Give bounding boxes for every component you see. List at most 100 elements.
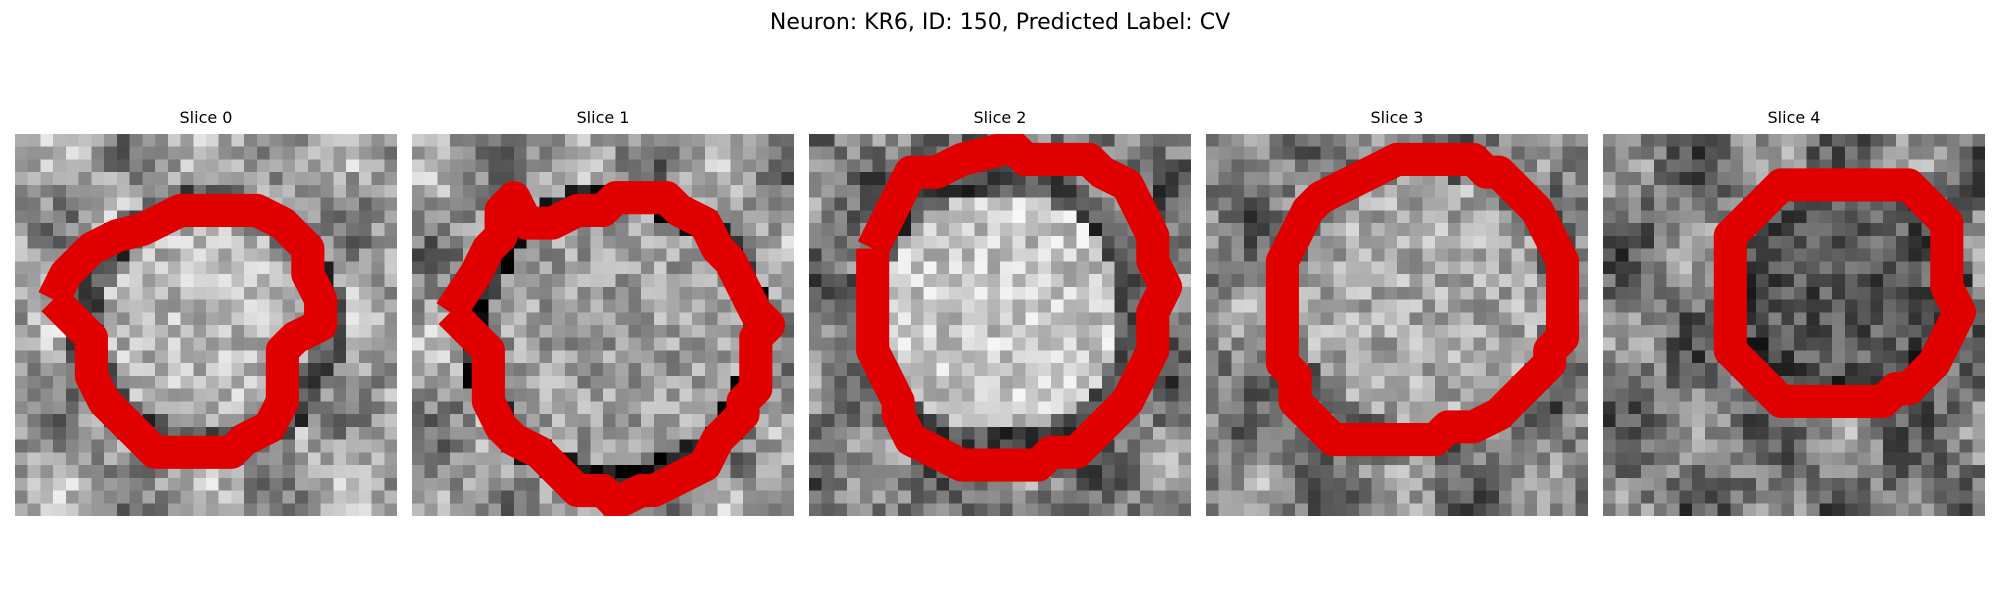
image-pixel	[1794, 337, 1807, 351]
image-pixel	[1307, 452, 1321, 466]
image-pixel	[15, 197, 28, 211]
image-pixel	[1883, 337, 1897, 351]
image-pixel	[1717, 197, 1731, 211]
image-pixel	[501, 274, 515, 288]
image-pixel	[167, 363, 181, 377]
image-pixel	[539, 414, 553, 428]
image-pixel	[859, 426, 873, 440]
image-pixel	[1743, 439, 1757, 453]
image-pixel	[1844, 248, 1858, 262]
image-pixel	[488, 159, 502, 173]
image-pixel	[974, 350, 988, 364]
image-pixel	[1679, 134, 1693, 147]
image-pixel	[987, 325, 1001, 338]
image-pixel	[424, 286, 438, 300]
image-pixel	[91, 184, 105, 198]
image-pixel	[1101, 261, 1115, 275]
image-pixel	[847, 363, 861, 377]
image-pixel	[116, 184, 130, 198]
image-pixel	[1371, 503, 1385, 516]
image-pixel	[1794, 465, 1807, 479]
image-pixel	[488, 172, 502, 186]
image-pixel	[552, 414, 566, 428]
image-pixel	[768, 503, 782, 516]
image-pixel	[666, 363, 680, 377]
image-pixel	[104, 197, 118, 211]
image-pixel	[27, 465, 41, 479]
image-pixel	[1794, 325, 1807, 338]
image-pixel	[1511, 503, 1525, 516]
image-pixel	[155, 325, 169, 338]
image-pixel	[450, 490, 464, 504]
image-pixel	[821, 477, 835, 491]
image-pixel	[78, 439, 92, 453]
image-pixel	[1972, 248, 1985, 262]
image-pixel	[1371, 465, 1385, 479]
image-pixel	[1819, 210, 1833, 224]
image-pixel	[1178, 261, 1191, 275]
image-pixel	[577, 134, 591, 147]
image-pixel	[1244, 159, 1258, 173]
image-pixel	[1895, 426, 1909, 440]
image-pixel	[180, 235, 194, 249]
image-pixel	[1692, 299, 1706, 313]
image-pixel	[244, 350, 258, 364]
image-pixel	[1114, 299, 1128, 313]
image-pixel	[1692, 248, 1706, 262]
image-pixel	[501, 477, 515, 491]
image-pixel	[1346, 337, 1360, 351]
image-pixel	[1218, 388, 1232, 402]
image-pixel	[1959, 503, 1973, 516]
image-pixel	[450, 350, 464, 364]
image-pixel	[475, 159, 489, 173]
image-pixel	[412, 426, 425, 440]
image-pixel	[577, 312, 591, 326]
image-pixel	[974, 197, 988, 211]
image-pixel	[346, 184, 360, 198]
image-pixel	[1781, 146, 1795, 160]
image-pixel	[269, 146, 283, 160]
image-pixel	[743, 197, 757, 211]
image-pixel	[1076, 363, 1090, 377]
image-pixel	[1231, 503, 1245, 516]
image-pixel	[1641, 465, 1655, 479]
image-pixel	[679, 388, 693, 402]
image-pixel	[1460, 299, 1474, 313]
image-pixel	[1653, 465, 1667, 479]
image-pixel	[437, 414, 451, 428]
image-pixel	[781, 465, 794, 479]
image-pixel	[424, 299, 438, 313]
image-pixel	[78, 426, 92, 440]
image-pixel	[809, 426, 822, 440]
image-pixel	[1486, 350, 1500, 364]
image-pixel	[987, 401, 1001, 415]
image-pixel	[1615, 388, 1629, 402]
image-pixel	[809, 261, 822, 275]
image-pixel	[155, 350, 169, 364]
image-pixel	[641, 312, 655, 326]
image-pixel	[1511, 223, 1525, 237]
image-pixel	[666, 375, 680, 389]
image-pixel	[1743, 490, 1757, 504]
image-pixel	[1603, 465, 1616, 479]
image-pixel	[167, 172, 181, 186]
image-pixel	[412, 159, 425, 173]
image-pixel	[333, 210, 347, 224]
image-pixel	[475, 452, 489, 466]
image-pixel	[704, 274, 718, 288]
image-pixel	[1549, 146, 1563, 160]
image-pixel	[129, 172, 143, 186]
image-pixel	[91, 477, 105, 491]
image-pixel	[1832, 465, 1846, 479]
image-pixel	[1641, 134, 1655, 147]
image-pixel	[1486, 363, 1500, 377]
image-pixel	[371, 286, 385, 300]
image-pixel	[1282, 439, 1296, 453]
image-pixel	[603, 426, 616, 440]
image-pixel	[1692, 274, 1706, 288]
image-pixel	[333, 375, 347, 389]
image-pixel	[180, 414, 194, 428]
image-pixel	[1165, 184, 1179, 198]
image-pixel	[1653, 261, 1667, 275]
image-pixel	[1384, 210, 1398, 224]
